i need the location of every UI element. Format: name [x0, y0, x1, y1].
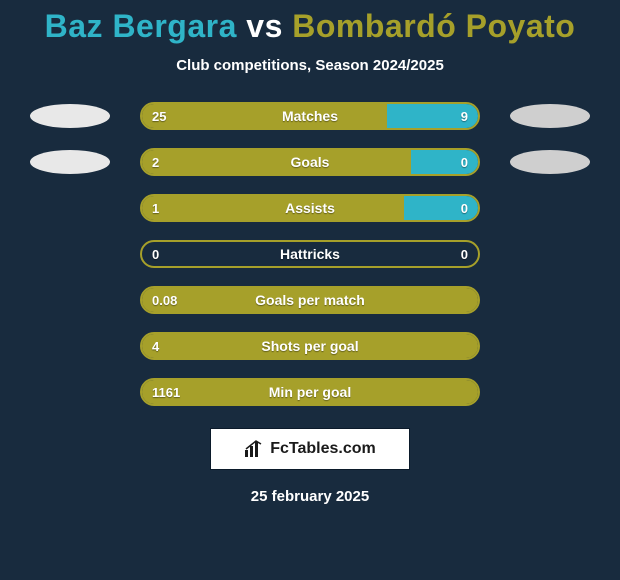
stat-row: 0.08Goals per match: [0, 286, 620, 314]
stats-container: 259Matches 20Goals 10Assists 00Hattricks 0.0…: [0, 102, 620, 406]
stat-bar: 0.08Goals per match: [140, 286, 480, 314]
stat-bar: 00Hattricks: [140, 240, 480, 268]
stat-row: 259Matches: [0, 102, 620, 130]
stat-row: 20Goals: [0, 148, 620, 176]
stat-bar: 10Assists: [140, 194, 480, 222]
stat-bar: 4Shots per goal: [140, 332, 480, 360]
subtitle: Club competitions, Season 2024/2025: [0, 57, 620, 74]
player1-name: Baz Bergara: [45, 8, 237, 44]
player2-name: Bombardó Poyato: [292, 8, 575, 44]
stat-bar: 1161Min per goal: [140, 378, 480, 406]
stat-label: Goals per match: [142, 288, 478, 312]
date-text: 25 february 2025: [0, 488, 620, 505]
team-badge-right: [510, 150, 590, 174]
stat-row: 1161Min per goal: [0, 378, 620, 406]
team-badge-left: [30, 150, 110, 174]
stat-bar: 20Goals: [140, 148, 480, 176]
stat-bar: 259Matches: [140, 102, 480, 130]
stat-label: Min per goal: [142, 380, 478, 404]
stat-label: Goals: [142, 150, 478, 174]
team-badge-right: [510, 104, 590, 128]
team-badge-left: [30, 104, 110, 128]
chart-icon: [244, 440, 264, 458]
page-title: Baz Bergara vs Bombardó Poyato: [0, 0, 620, 45]
branding-badge: FcTables.com: [210, 428, 410, 470]
stat-label: Hattricks: [142, 242, 478, 266]
stat-row: 4Shots per goal: [0, 332, 620, 360]
stat-row: 10Assists: [0, 194, 620, 222]
stat-row: 00Hattricks: [0, 240, 620, 268]
stat-label: Matches: [142, 104, 478, 128]
stat-label: Shots per goal: [142, 334, 478, 358]
branding-text: FcTables.com: [270, 440, 376, 458]
stat-label: Assists: [142, 196, 478, 220]
vs-separator: vs: [246, 8, 283, 44]
